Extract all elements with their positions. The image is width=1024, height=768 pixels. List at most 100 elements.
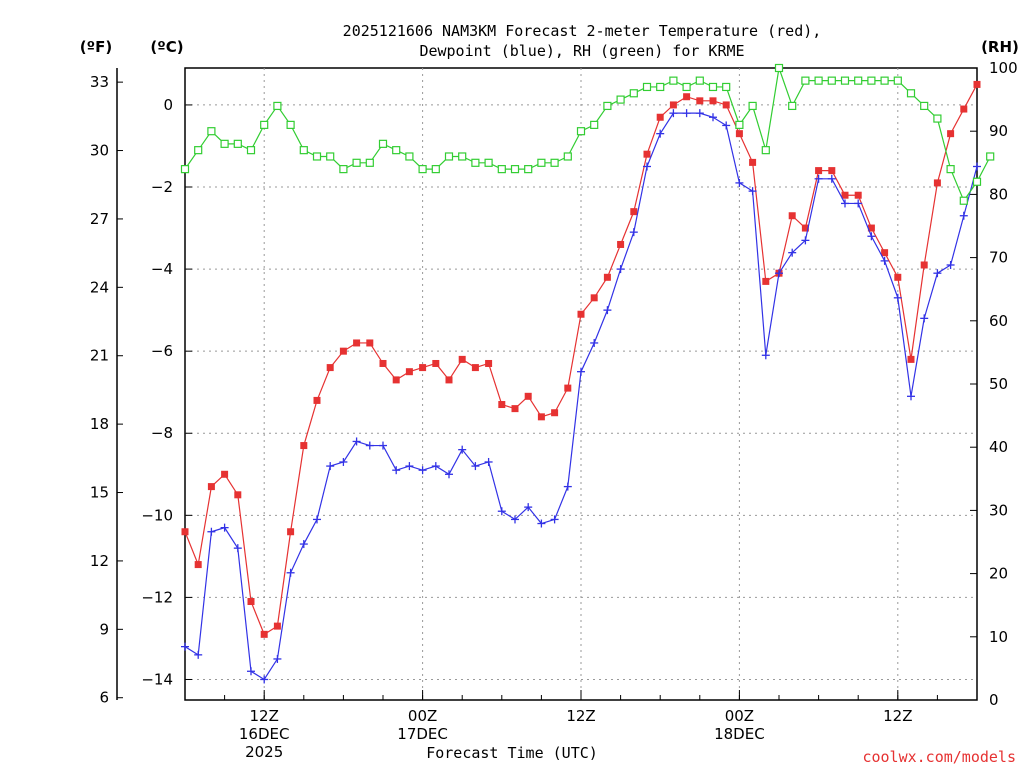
temperature-point — [788, 212, 796, 220]
rh-point — [801, 76, 810, 85]
dewpoint-point — [933, 269, 942, 278]
temperature-point — [881, 249, 889, 257]
dewpoint-point — [761, 351, 770, 360]
x-tick-label: 2025 — [245, 743, 283, 761]
rh-point — [510, 165, 520, 174]
dewpoint-point — [405, 462, 414, 471]
temperature-point — [511, 405, 519, 413]
rh-point — [550, 158, 559, 167]
temperature-point — [749, 158, 757, 166]
temperature-point — [894, 273, 902, 281]
temperature-point — [617, 240, 625, 248]
dewpoint-point — [484, 457, 493, 466]
rh-point — [484, 158, 493, 167]
rh-tick-label: 80 — [989, 185, 1008, 203]
dewpoint-point — [339, 457, 348, 466]
dewpoint-point — [973, 162, 981, 171]
rh-point — [352, 158, 361, 167]
fahrenheit-tick-label: 6 — [99, 689, 109, 707]
rh-point — [418, 165, 427, 174]
rh-tick-label: 40 — [989, 438, 1008, 456]
rh-point — [761, 146, 770, 155]
rh-point — [669, 76, 678, 85]
dewpoint-point — [959, 211, 968, 220]
rh-tick-label: 30 — [989, 501, 1008, 519]
temperature-point — [432, 359, 440, 367]
celsius-tick-label: −14 — [141, 670, 173, 688]
temperature-point — [419, 364, 427, 372]
rh-point — [365, 158, 374, 167]
fahrenheit-tick-label: 18 — [90, 415, 109, 433]
temperature-point — [300, 442, 308, 450]
rh-point — [471, 158, 480, 167]
temperature-point — [221, 470, 229, 478]
dewpoint-point — [537, 519, 546, 528]
temperature-point — [234, 491, 242, 499]
rh-point — [378, 139, 388, 148]
celsius-tick-label: −10 — [141, 506, 173, 524]
rh-point — [642, 82, 652, 92]
celsius-tick-label: −12 — [141, 588, 173, 606]
x-tick-label: 12Z — [883, 707, 912, 725]
dewpoint-point — [603, 306, 612, 315]
rh-point — [590, 120, 599, 129]
rh-point — [273, 101, 282, 111]
temperature-point — [260, 630, 268, 638]
celsius-unit-label: (ºC) — [150, 38, 183, 56]
temperature-point — [353, 339, 361, 347]
dewpoint-point — [326, 462, 335, 471]
dewpoint-point — [431, 462, 440, 471]
dewpoint-point — [550, 515, 559, 524]
temperature-point — [551, 409, 559, 417]
fahrenheit-tick-label: 12 — [90, 552, 109, 570]
dewpoint-point — [946, 260, 955, 269]
dewpoint-point — [814, 174, 823, 183]
rh-point — [748, 101, 757, 111]
fahrenheit-tick-label: 21 — [90, 347, 109, 365]
dewpoint-point — [682, 109, 691, 118]
rh-point — [563, 152, 572, 161]
fahrenheit-unit-label: (ºF) — [80, 38, 112, 56]
temperature-point — [181, 528, 189, 536]
temperature-point — [669, 101, 677, 109]
fahrenheit-tick-label: 27 — [90, 210, 109, 228]
dewpoint-point — [590, 338, 599, 347]
dewpoint-point — [841, 199, 849, 208]
rh-point — [444, 152, 454, 161]
x-tick-label: 12Z — [250, 707, 279, 725]
temperature-point — [960, 105, 968, 113]
dewpoint-point — [563, 482, 572, 491]
rh-point — [867, 76, 876, 85]
celsius-tick-label: −4 — [151, 260, 173, 278]
temperature-point — [498, 401, 506, 409]
dewpoint-point — [722, 121, 731, 130]
temperature-point — [392, 376, 400, 384]
dewpoint-point — [497, 507, 506, 516]
x-tick-label: 17DEC — [397, 725, 448, 743]
temperature-point — [445, 376, 453, 384]
rh-tick-label: 70 — [989, 249, 1008, 267]
temperature-series — [181, 80, 981, 638]
credit-link[interactable]: coolwx.com/models — [862, 748, 1016, 766]
x-tick-label: 12Z — [566, 707, 595, 725]
rh-point — [339, 165, 348, 174]
rh-point — [854, 76, 863, 85]
temperature-point — [841, 191, 849, 199]
dewpoint-point — [643, 162, 651, 171]
rh-point — [576, 127, 586, 136]
celsius-tick-label: −6 — [151, 342, 173, 360]
fahrenheit-axis: 33 30 27 24 21 18 15 12 9 6 — [90, 68, 123, 707]
rh-point — [986, 152, 995, 161]
fahrenheit-tick-label: 30 — [90, 142, 109, 160]
temperature-point — [194, 561, 202, 569]
rh-point — [682, 82, 691, 92]
temperature-point — [683, 93, 691, 101]
dewpoint-series — [181, 109, 981, 684]
dewpoint-point — [616, 265, 625, 274]
rh-point — [312, 152, 322, 161]
dewpoint-point — [445, 470, 453, 479]
rh-point — [180, 165, 190, 174]
celsius-tick-label: −2 — [151, 178, 173, 196]
dewpoint-point — [669, 109, 678, 118]
